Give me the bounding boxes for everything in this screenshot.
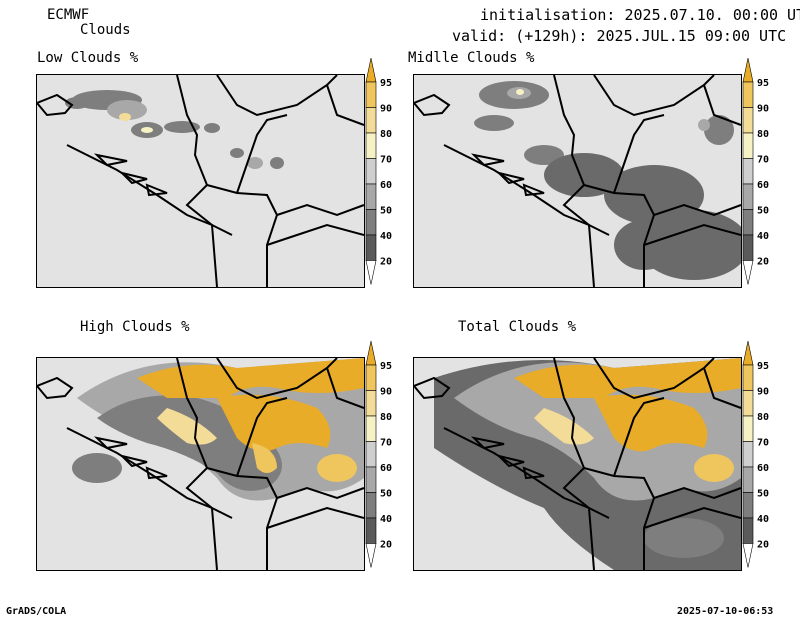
colorbar-bottom-arrow bbox=[742, 260, 754, 285]
country-borders-total bbox=[414, 358, 741, 570]
colorbar-top-arrow bbox=[365, 340, 377, 366]
colorbar-tick-label: 60 bbox=[380, 180, 392, 191]
cloud-cells-high bbox=[72, 358, 364, 501]
colorbar-tick-label: 80 bbox=[380, 412, 392, 423]
colorbar-segment bbox=[365, 466, 377, 493]
colorbar-top-arrow bbox=[365, 57, 377, 83]
colorbar-tick-label: 70 bbox=[380, 155, 392, 166]
country-borders-high bbox=[37, 358, 364, 570]
valid-time: valid: (+129h): 2025.JUL.15 09:00 UTC bbox=[452, 27, 787, 45]
colorbar-tick-label: 70 bbox=[757, 155, 769, 166]
colorbar-tick-label: 50 bbox=[380, 206, 392, 217]
colorbar-tick-label: 20 bbox=[757, 257, 769, 268]
colorbar-svg: 95 90 80 70 60 50 40 20 bbox=[742, 57, 769, 285]
colorbar-tick-label: 50 bbox=[757, 206, 769, 217]
colorbar-tick-label: 20 bbox=[757, 540, 769, 551]
colorbar-tick-label: 70 bbox=[380, 438, 392, 449]
colorbar-segment bbox=[742, 132, 754, 159]
colorbar-bottom-arrow bbox=[365, 260, 377, 285]
colorbar-segment bbox=[365, 517, 377, 544]
field-name: Clouds bbox=[80, 22, 131, 38]
map-high-clouds bbox=[36, 357, 365, 571]
colorbar-top-arrow bbox=[742, 57, 754, 83]
colorbar-segment bbox=[365, 107, 377, 134]
colorbar-segment bbox=[365, 209, 377, 236]
panel-title-high: High Clouds % bbox=[80, 319, 190, 335]
colorbar-segment bbox=[742, 517, 754, 544]
colorbar-tick-label: 80 bbox=[757, 412, 769, 423]
colorbar-tick-label: 90 bbox=[380, 387, 392, 398]
panel-title-total: Total Clouds % bbox=[458, 319, 577, 335]
colorbar-high: 95 90 80 70 60 50 40 20 bbox=[364, 340, 404, 577]
country-borders-middle bbox=[414, 75, 741, 287]
colorbar-segment bbox=[365, 364, 377, 391]
colorbar-segment bbox=[365, 132, 377, 159]
colorbar-segment bbox=[365, 81, 377, 108]
colorbar-segment bbox=[742, 466, 754, 493]
panel-title-low: Low Clouds % bbox=[37, 50, 139, 66]
colorbar-segment bbox=[742, 234, 754, 261]
colorbar-middle: 95 90 80 70 60 50 40 20 bbox=[741, 57, 781, 294]
colorbar-bottom-arrow bbox=[365, 543, 377, 568]
colorbar-tick-label: 90 bbox=[757, 387, 769, 398]
colorbar-tick-label: 60 bbox=[757, 463, 769, 474]
colorbar-segment bbox=[365, 158, 377, 185]
colorbar-tick-label: 95 bbox=[380, 78, 392, 89]
colorbar-svg: 95 90 80 70 60 50 40 20 bbox=[742, 340, 769, 568]
colorbar-tick-label: 20 bbox=[380, 540, 392, 551]
colorbar-segment bbox=[742, 415, 754, 442]
colorbar-segment bbox=[742, 441, 754, 468]
colorbar-tick-label: 95 bbox=[380, 361, 392, 372]
colorbar-tick-label: 40 bbox=[757, 231, 769, 242]
colorbar-tick-label: 80 bbox=[380, 129, 392, 140]
map-low-clouds bbox=[36, 74, 365, 288]
colorbar-tick-label: 95 bbox=[757, 361, 769, 372]
colorbar-segment bbox=[742, 158, 754, 185]
cloud-cells-middle bbox=[474, 81, 741, 280]
colorbar-segment bbox=[742, 364, 754, 391]
cloud-cells-total bbox=[434, 358, 741, 570]
colorbar-tick-label: 70 bbox=[757, 438, 769, 449]
map-total-clouds bbox=[413, 357, 742, 571]
colorbar-tick-label: 60 bbox=[757, 180, 769, 191]
panel-title-middle: Midlle Clouds % bbox=[408, 50, 535, 66]
colorbar-segment bbox=[365, 441, 377, 468]
colorbar-total: 95 90 80 70 60 50 40 20 bbox=[741, 340, 781, 577]
colorbar-segment bbox=[742, 107, 754, 134]
colorbar-segment bbox=[742, 183, 754, 210]
colorbar-top-arrow bbox=[742, 340, 754, 366]
colorbar-segment bbox=[742, 492, 754, 519]
colorbar-low: 95 90 80 70 60 50 40 20 bbox=[364, 57, 404, 294]
colorbar-segment bbox=[365, 234, 377, 261]
colorbar-segment bbox=[365, 415, 377, 442]
colorbar-tick-label: 20 bbox=[380, 257, 392, 268]
colorbar-tick-label: 60 bbox=[380, 463, 392, 474]
colorbar-segment bbox=[742, 390, 754, 417]
colorbar-tick-label: 90 bbox=[757, 104, 769, 115]
footer-timestamp: 2025-07-10-06:53 bbox=[677, 606, 774, 617]
colorbar-segment bbox=[742, 209, 754, 236]
colorbar-tick-label: 80 bbox=[757, 129, 769, 140]
colorbar-tick-label: 50 bbox=[757, 489, 769, 500]
colorbar-bottom-arrow bbox=[742, 543, 754, 568]
colorbar-segment bbox=[742, 81, 754, 108]
colorbar-tick-label: 40 bbox=[380, 514, 392, 525]
model-name: ECMWF bbox=[47, 7, 90, 23]
colorbar-segment bbox=[365, 492, 377, 519]
map-middle-clouds bbox=[413, 74, 742, 288]
colorbar-svg: 95 90 80 70 60 50 40 20 bbox=[365, 340, 392, 568]
footer-software: GrADS/COLA bbox=[6, 606, 67, 617]
colorbar-segment bbox=[365, 183, 377, 210]
colorbar-tick-label: 95 bbox=[757, 78, 769, 89]
colorbar-tick-label: 40 bbox=[757, 514, 769, 525]
colorbar-segment bbox=[365, 390, 377, 417]
init-time: initialisation: 2025.07.10. 00:00 UTC bbox=[480, 6, 800, 24]
colorbar-tick-label: 90 bbox=[380, 104, 392, 115]
colorbar-svg: 95 90 80 70 60 50 40 20 bbox=[365, 57, 392, 285]
country-borders-low bbox=[37, 75, 364, 287]
colorbar-tick-label: 40 bbox=[380, 231, 392, 242]
colorbar-tick-label: 50 bbox=[380, 489, 392, 500]
